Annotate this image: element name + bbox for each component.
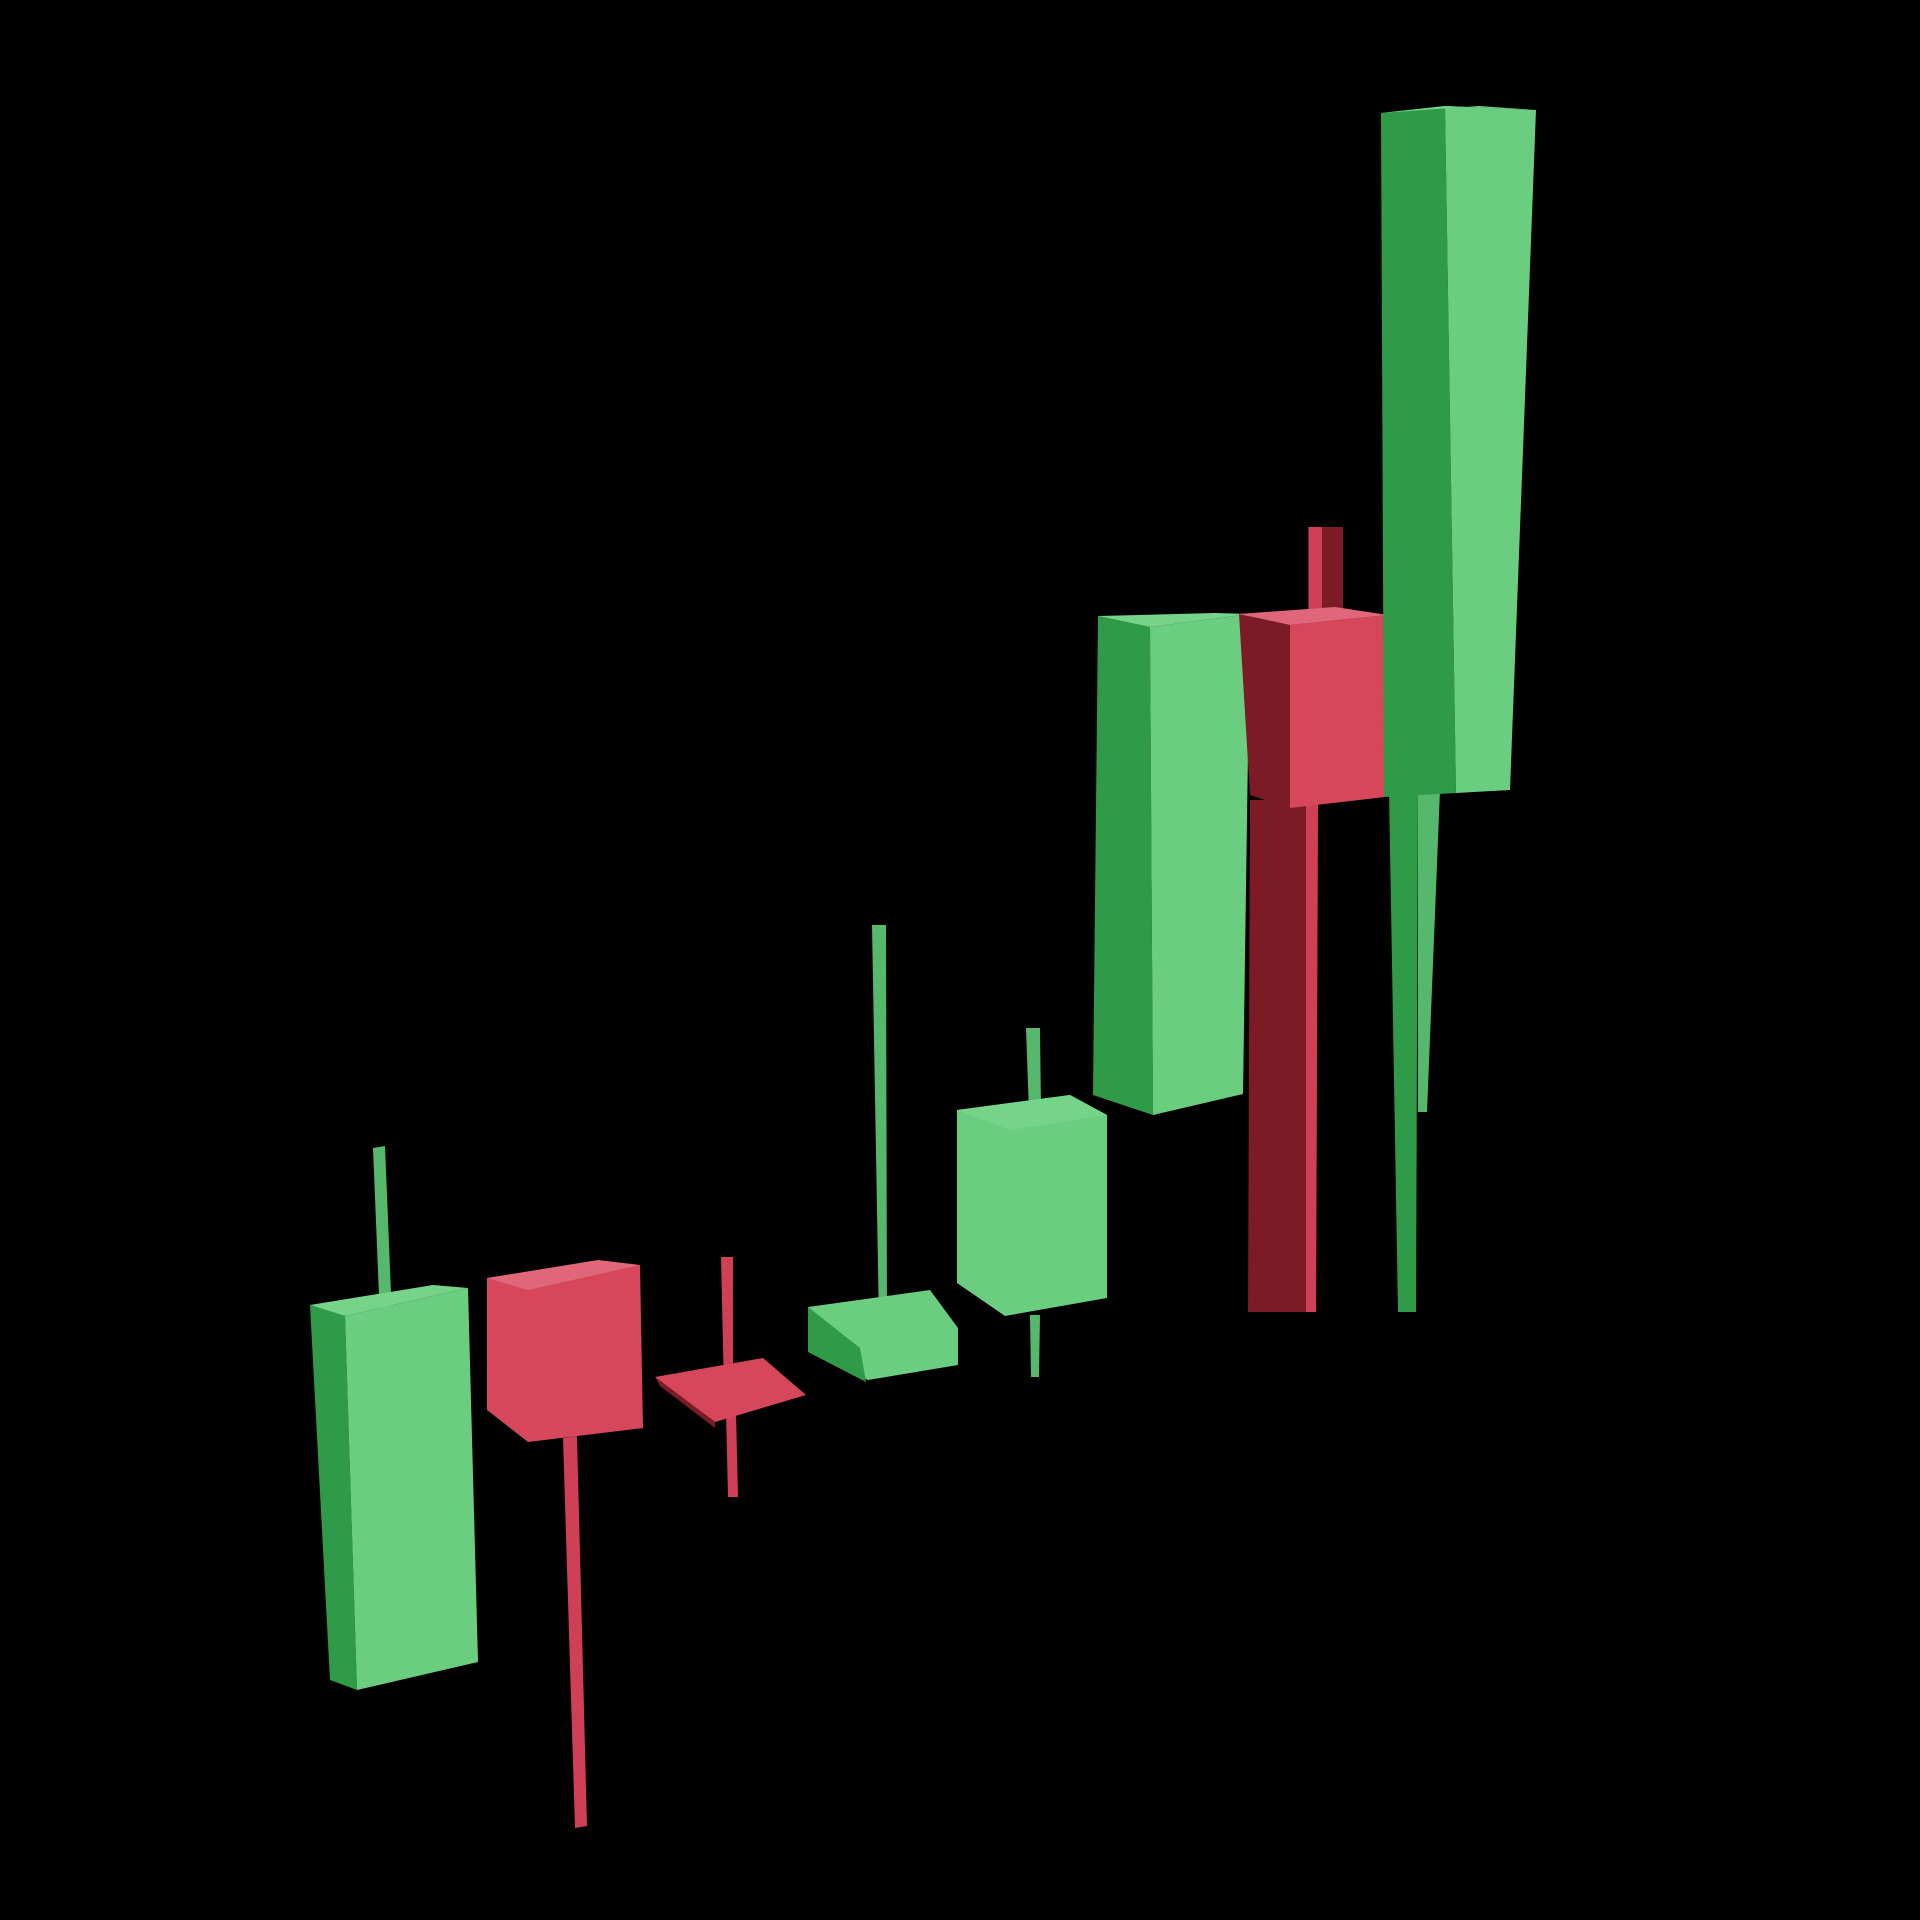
candle-3-slab [655,1358,806,1422]
candle-8-up [1381,106,1536,1312]
candle-1-upper-wick [373,1146,392,1320]
candle-2-body-front [487,1265,643,1442]
candle-2-body-top [487,1260,640,1290]
candle-8-body-top [1381,106,1536,113]
candle-6-body-top [1098,613,1250,627]
candle-7-body-top [1239,607,1388,625]
candle-5-up [957,1028,1107,1377]
candle-6-body-side [1093,616,1153,1115]
candle-4-upper-wick [872,925,887,1323]
candle-3-slab-edge [655,1377,715,1428]
candle-2-down [487,1260,643,1828]
candle-3-upper-wick [721,1257,733,1390]
candle-6-up [1093,613,1250,1115]
candle-7-body-front [1290,615,1388,808]
candle-5-upper-wick [1026,1028,1041,1112]
candle-3-down [655,1257,806,1497]
candle-5-lower-wick [1030,1315,1040,1377]
candle-1-body-top [310,1285,468,1316]
candle-1-body-front [345,1288,478,1690]
candle-7-body-side [1239,614,1290,808]
candle-8-body-side [1381,106,1456,797]
candle-1-body-side [310,1305,357,1690]
candle-5-body-front [957,1095,1107,1316]
candle-8-body-front [1445,106,1536,793]
candle-4-body-side [808,1307,866,1382]
candle-7-upper-wick-front [1309,527,1322,612]
candle-7-lower-wick-front [1306,800,1318,1312]
candle-5-body-top [957,1095,1107,1130]
candle-1-up [310,1146,478,1690]
candle-8-lower-wick [1418,790,1440,1112]
candle-6-body-front [1150,614,1250,1115]
candle-7-down [1239,527,1388,1312]
candle-7-lower-wick [1248,800,1318,1312]
candle-4-up [808,925,958,1382]
candle-3-lower-wick [726,1412,738,1497]
candle-8-lower-wick-shadow [1389,790,1418,1312]
candle-2-lower-wick [563,1436,587,1828]
